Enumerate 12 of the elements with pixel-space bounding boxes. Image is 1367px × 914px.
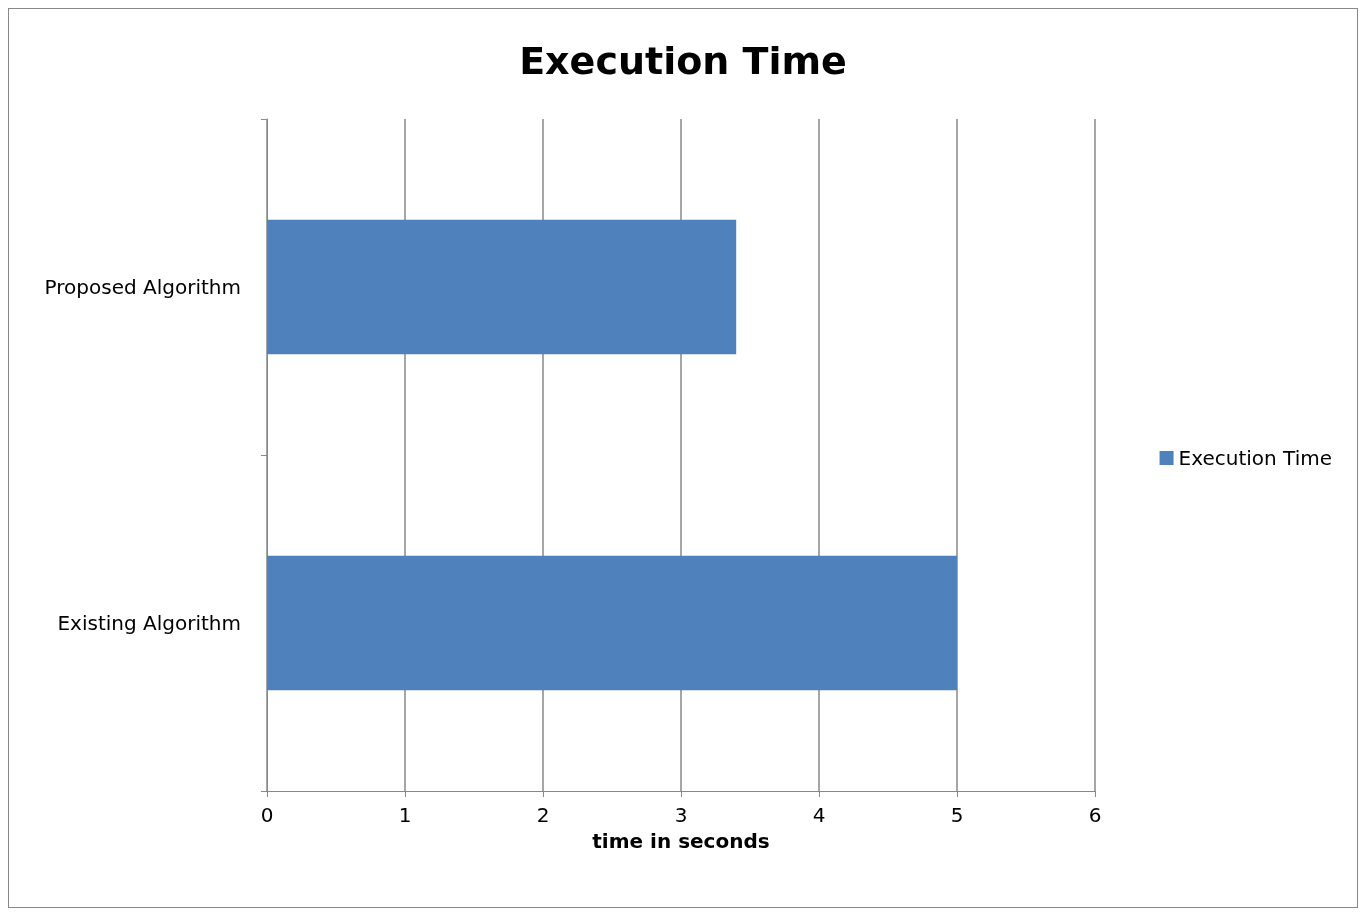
x-tick-label: 6 [1088, 803, 1102, 827]
x-tick-label: 5 [950, 803, 964, 827]
y-tick-label: Existing Algorithm [57, 611, 241, 635]
x-tick-label: 1 [398, 803, 412, 827]
legend-label: Execution Time [1178, 446, 1333, 470]
x-axis-title: time in seconds [592, 829, 770, 853]
y-tick-label: Proposed Algorithm [44, 275, 241, 299]
x-tick-label: 4 [812, 803, 826, 827]
x-tick-label: 3 [674, 803, 688, 827]
x-tick-label: 2 [536, 803, 550, 827]
x-tick-label: 0 [260, 803, 274, 827]
chart-title: Execution Time [519, 39, 847, 83]
